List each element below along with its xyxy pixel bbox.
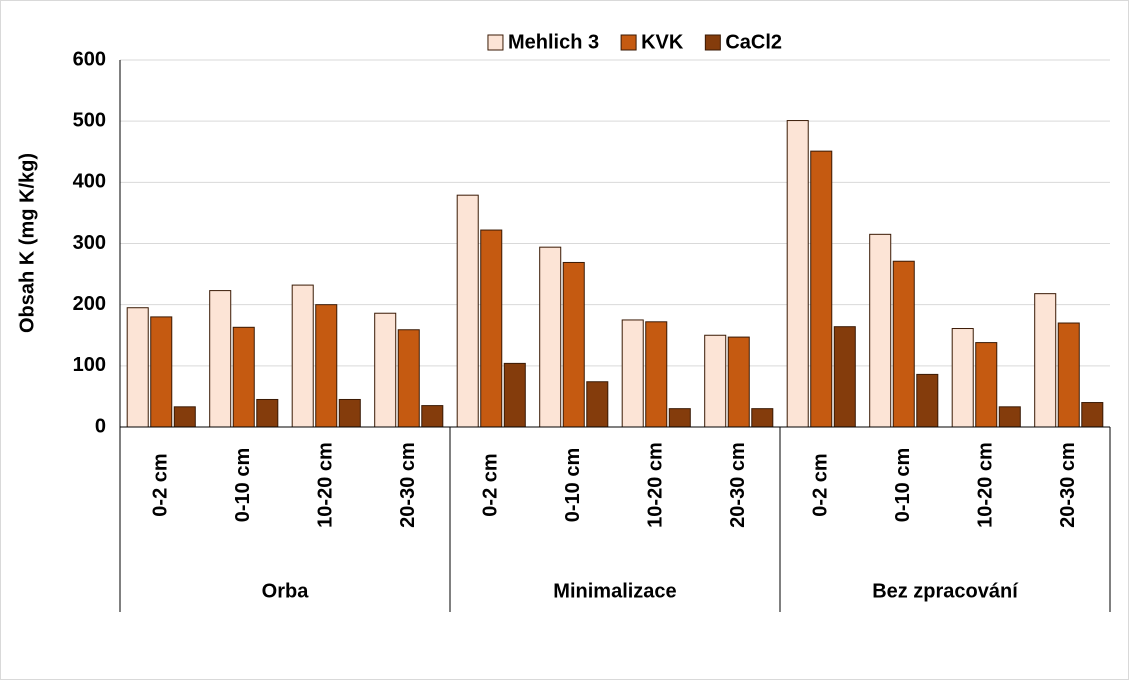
y-tick-label: 100 — [73, 354, 106, 376]
bar — [539, 246, 562, 428]
bar — [1057, 322, 1080, 428]
bar — [916, 373, 939, 428]
x-tick-label: 10-20 cm — [645, 442, 667, 528]
legend-swatch — [620, 34, 637, 51]
bar — [397, 329, 420, 428]
bar — [173, 406, 196, 428]
legend-label: Mehlich 3 — [508, 31, 599, 53]
y-tick-label: 400 — [73, 171, 106, 193]
bar — [503, 362, 526, 428]
bar — [338, 398, 361, 428]
bar — [892, 260, 915, 428]
x-tick-label: 10-20 cm — [975, 442, 997, 528]
group-label: Orba — [262, 580, 310, 602]
x-tick-label: 0-10 cm — [562, 448, 584, 523]
bar — [621, 319, 644, 428]
bar — [751, 408, 774, 428]
bar — [586, 381, 609, 428]
x-tick-label: 20-30 cm — [727, 442, 749, 528]
x-tick-label: 0-10 cm — [892, 448, 914, 523]
bar — [668, 408, 691, 428]
bar — [1034, 293, 1057, 428]
bar — [869, 233, 892, 428]
bar — [291, 284, 314, 428]
bar — [209, 290, 232, 428]
y-tick-label: 300 — [73, 232, 106, 254]
x-tick-label: 10-20 cm — [315, 442, 337, 528]
bar — [256, 398, 279, 428]
group-label: Minimalizace — [553, 580, 676, 602]
x-tick-label: 0-2 cm — [810, 453, 832, 516]
bar — [645, 321, 668, 428]
legend-label: CaCl2 — [725, 31, 782, 53]
bar — [1081, 402, 1104, 428]
legend-swatch — [487, 34, 504, 51]
y-axis-title: Obsah K (mg K/kg) — [16, 153, 38, 333]
legend-label: KVK — [641, 31, 684, 53]
bar — [315, 304, 338, 428]
bar — [421, 405, 444, 428]
bar — [786, 120, 809, 428]
x-tick-label: 0-10 cm — [232, 448, 254, 523]
bar — [126, 307, 149, 428]
bar — [975, 342, 998, 428]
group-label: Bez zpracování — [872, 580, 1019, 602]
bar — [998, 406, 1021, 428]
bar — [150, 316, 173, 428]
bar — [480, 229, 503, 428]
bar — [727, 336, 750, 428]
x-tick-label: 0-2 cm — [150, 453, 172, 516]
bar — [810, 150, 833, 428]
bar — [562, 261, 585, 428]
y-tick-label: 0 — [95, 415, 106, 437]
x-tick-label: 20-30 cm — [1057, 442, 1079, 528]
legend-swatch — [704, 34, 721, 51]
y-tick-label: 200 — [73, 293, 106, 315]
y-tick-label: 500 — [73, 109, 106, 131]
bar — [456, 194, 479, 428]
y-tick-label: 600 — [73, 48, 106, 70]
bar — [374, 312, 397, 428]
bar — [704, 334, 727, 428]
x-tick-label: 0-2 cm — [480, 453, 502, 516]
x-tick-label: 20-30 cm — [397, 442, 419, 528]
bar — [232, 326, 255, 428]
bar — [951, 328, 974, 428]
bar — [833, 326, 856, 428]
